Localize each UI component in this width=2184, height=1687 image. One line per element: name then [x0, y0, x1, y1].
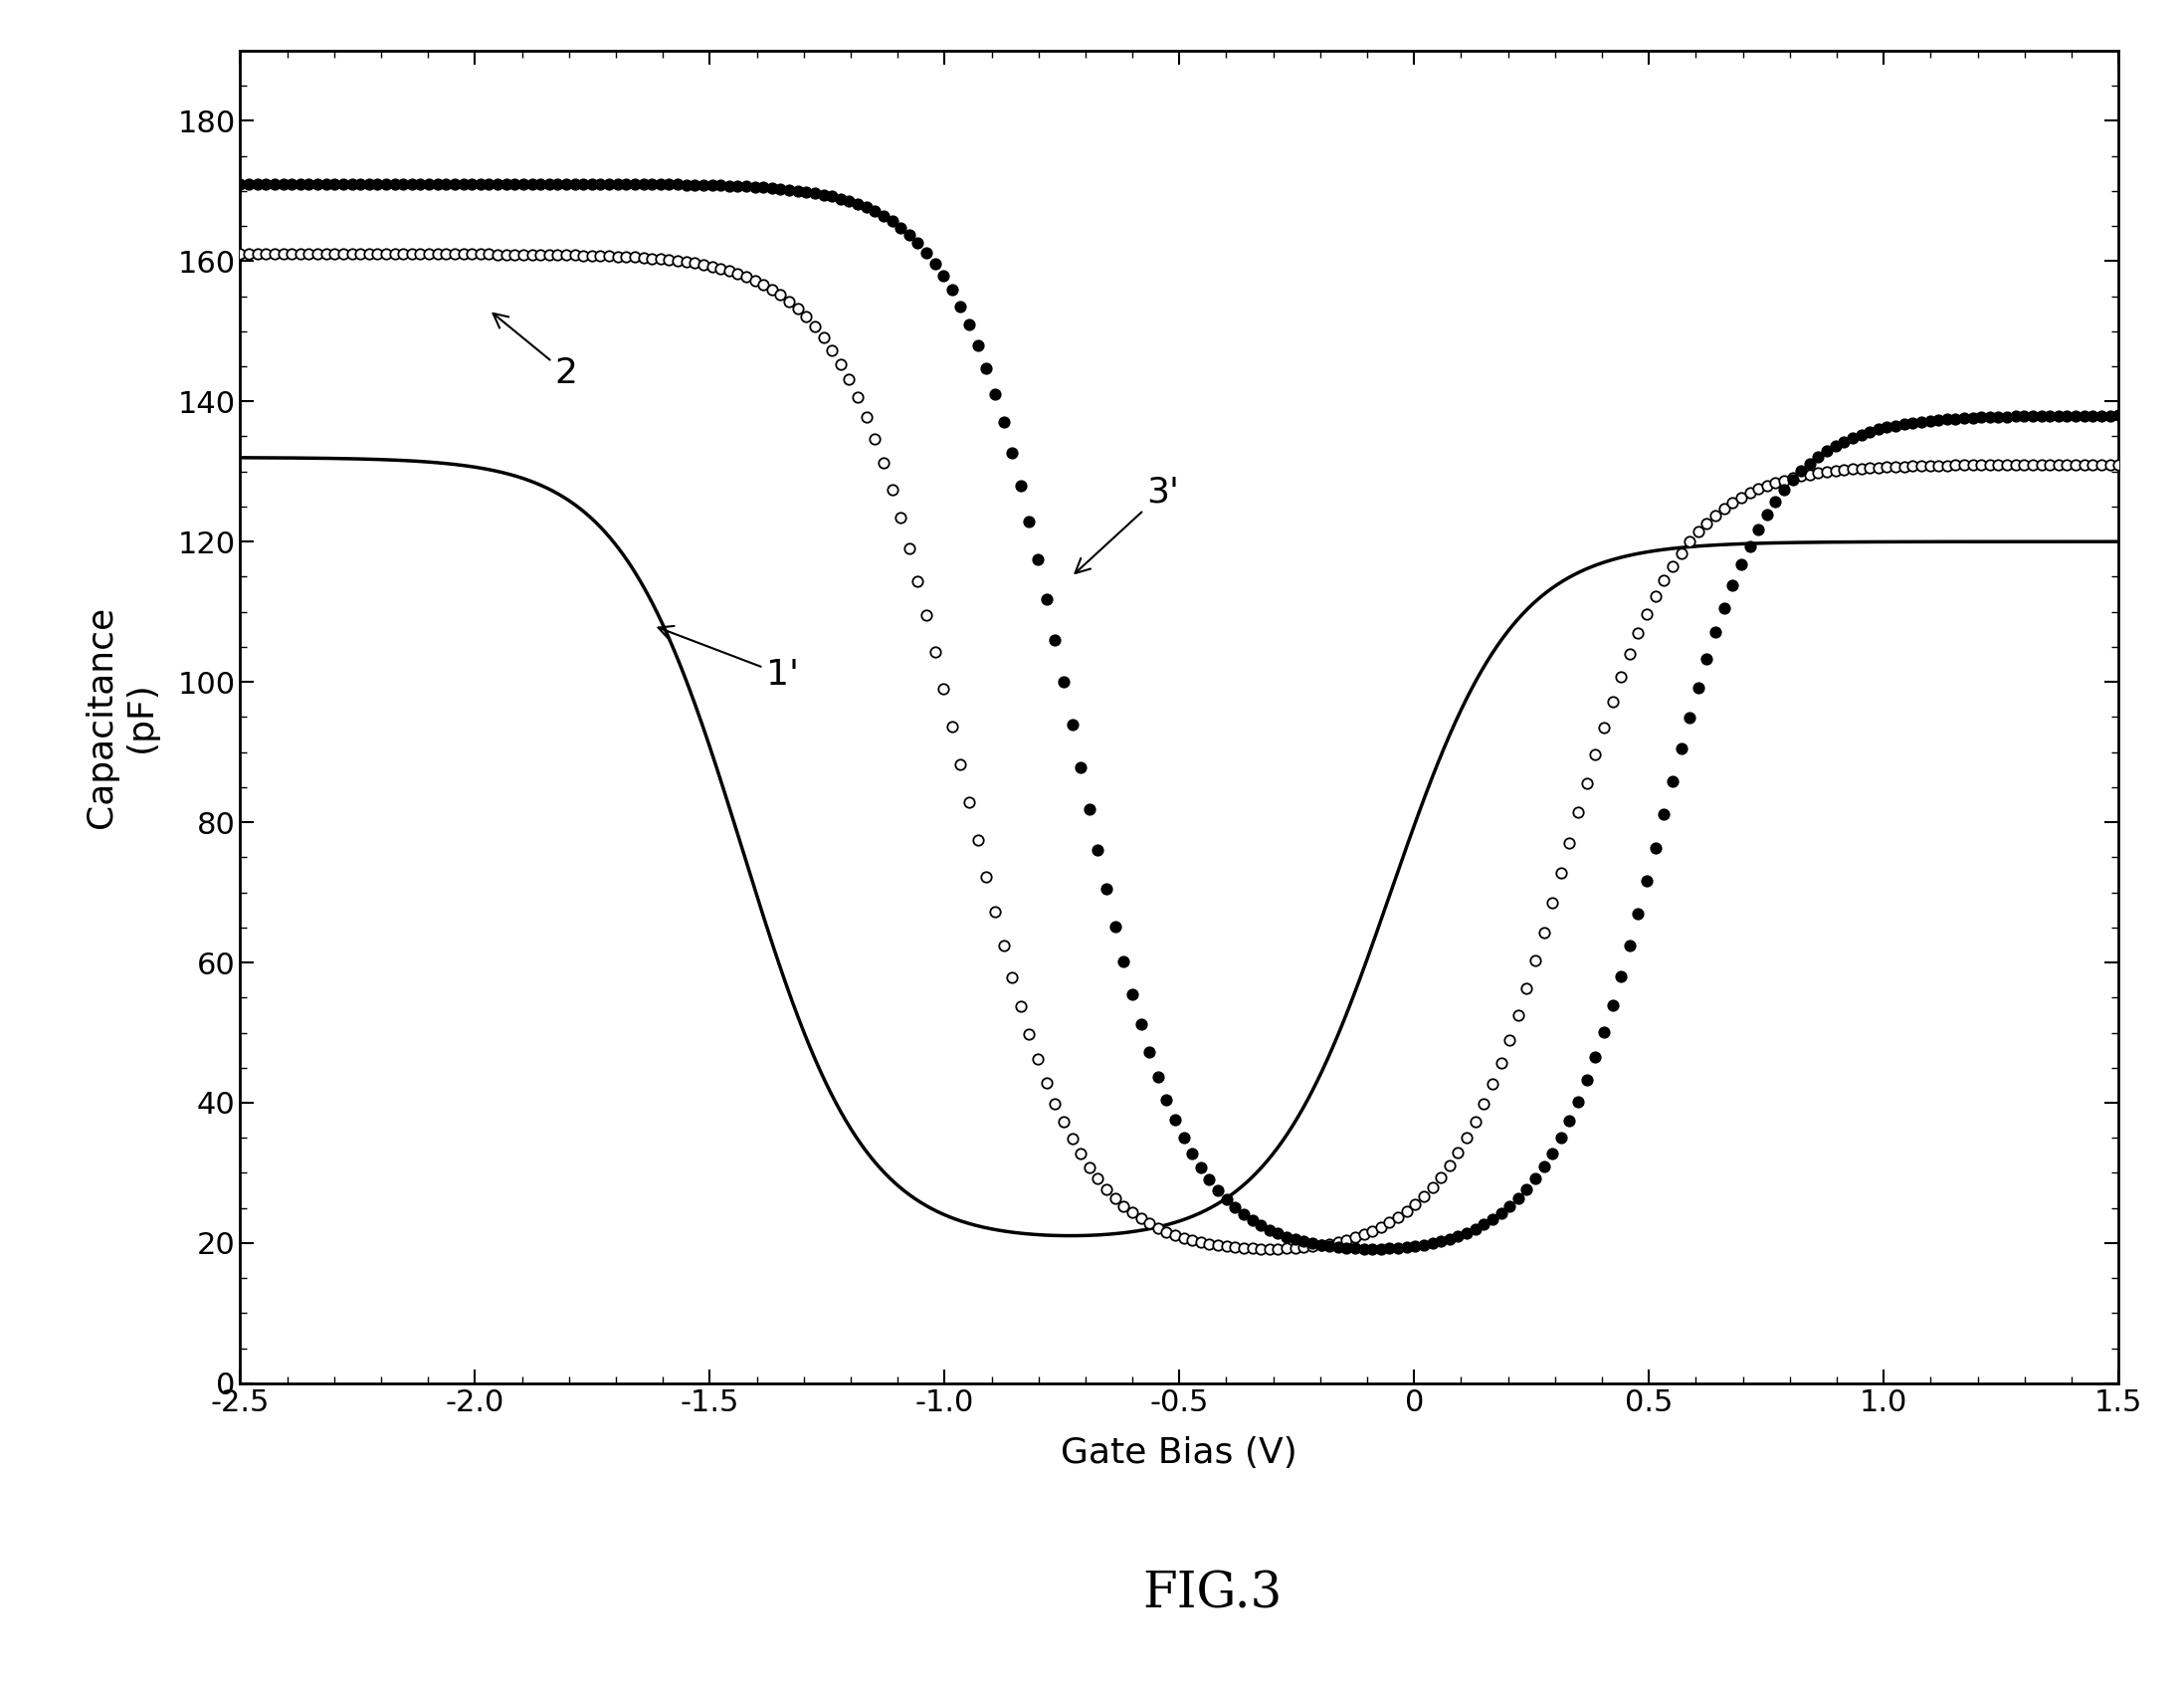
Text: FIG.3: FIG.3 — [1142, 1569, 1282, 1620]
Text: 2: 2 — [494, 314, 579, 390]
Text: 3': 3' — [1075, 476, 1179, 574]
Text: 1': 1' — [657, 626, 799, 692]
X-axis label: Gate Bias (V): Gate Bias (V) — [1061, 1436, 1297, 1471]
Y-axis label: Capacitance
(pF): Capacitance (pF) — [85, 606, 157, 828]
